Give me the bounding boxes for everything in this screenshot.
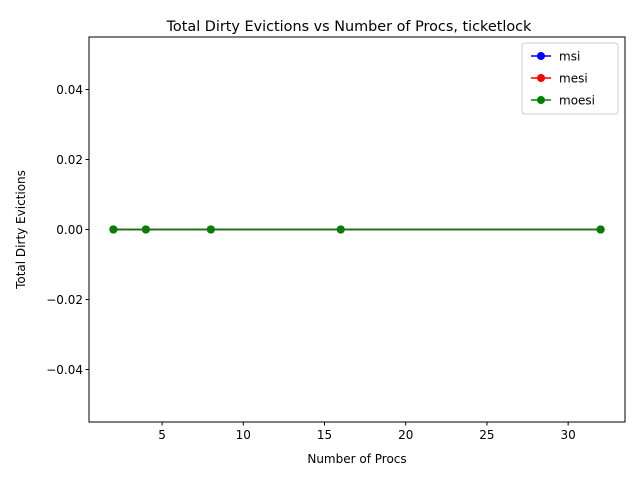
legend-label-moesi: moesi: [559, 94, 595, 108]
y-axis-ticks: −0.04 −0.02 0.00 0.02 0.04: [46, 83, 89, 377]
y-tick-label: 0.00: [56, 223, 83, 237]
legend-marker-mesi: [537, 74, 545, 82]
x-tick-label: 5: [158, 428, 166, 442]
x-tick-label: 15: [317, 428, 332, 442]
x-axis-label: Number of Procs: [307, 452, 406, 466]
y-axis-label: Total Dirty Evictions: [14, 170, 28, 290]
legend-box: [521, 42, 619, 115]
y-tick-label: −0.02: [46, 293, 83, 307]
x-tick-label: 25: [479, 428, 494, 442]
data-point-moesi: [206, 225, 215, 234]
y-tick-label: 0.02: [56, 153, 83, 167]
data-point-moesi: [109, 225, 118, 234]
chart-title: Total Dirty Evictions vs Number of Procs…: [166, 19, 532, 35]
x-tick-label: 10: [236, 428, 251, 442]
legend-label-mesi: mesi: [559, 72, 588, 86]
y-tick-label: 0.04: [56, 83, 83, 97]
x-axis-ticks: 5 10 15 20 25 30: [158, 422, 576, 442]
data-point-moesi: [596, 225, 605, 234]
legend: msi mesi moesi: [521, 42, 619, 115]
plot-area: [109, 225, 605, 234]
legend-label-msi: msi: [559, 50, 580, 64]
y-tick-label: −0.04: [46, 363, 83, 377]
x-tick-label: 20: [398, 428, 413, 442]
data-point-moesi: [141, 225, 150, 234]
data-point-moesi: [336, 225, 345, 234]
x-tick-label: 30: [561, 428, 576, 442]
legend-marker-moesi: [537, 96, 545, 104]
legend-marker-msi: [537, 52, 545, 60]
